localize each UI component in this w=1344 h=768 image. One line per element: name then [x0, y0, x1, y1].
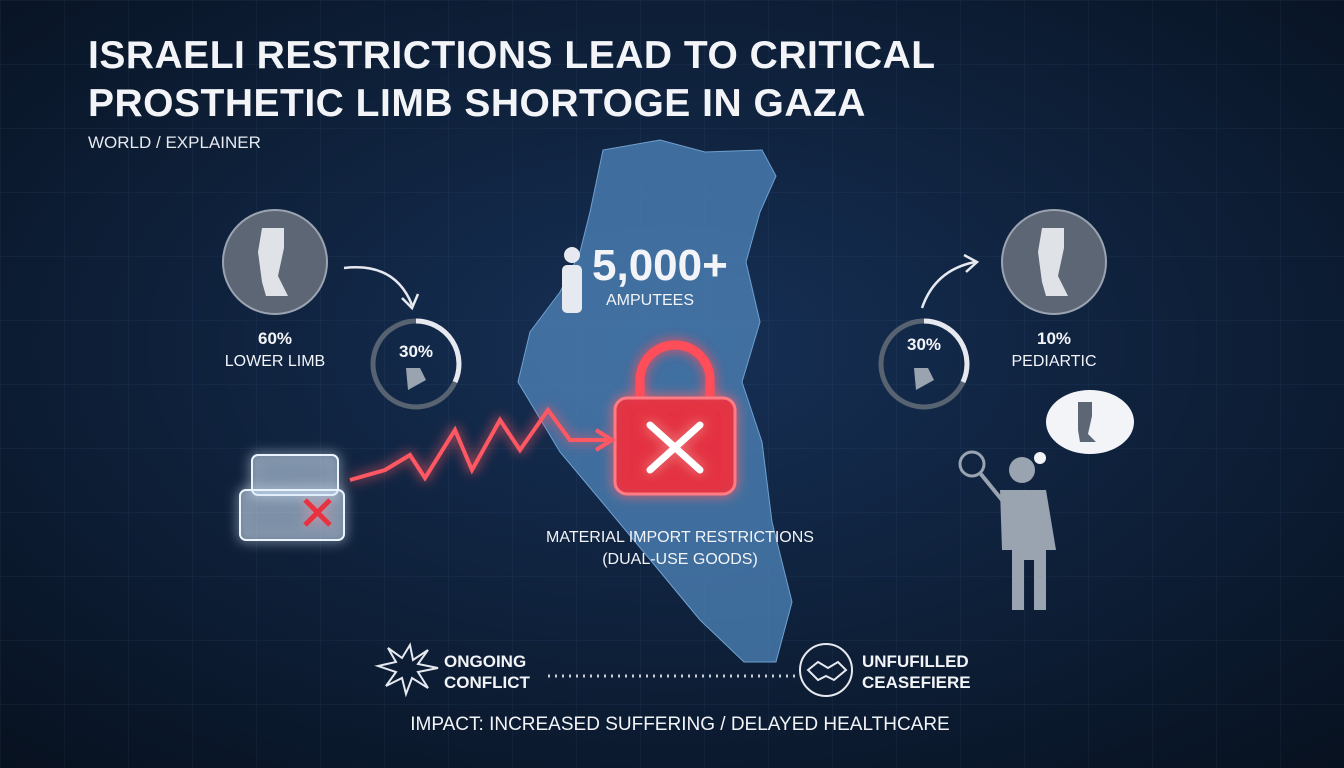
ring-label: 30%: [399, 342, 433, 361]
stat-label: LOWER LIMB: [225, 353, 325, 370]
ceasefire-label: CEASEFIERE: [862, 673, 971, 692]
handshake-icon-part: [806, 660, 848, 682]
doctor: [958, 450, 1056, 610]
restriction-label: (DUAL-USE GOODS): [602, 551, 758, 568]
arrow: [343, 266, 414, 306]
doctor-part: [978, 471, 1004, 502]
arrow: [920, 260, 976, 309]
impact-label: IMPACT: INCREASED SUFFERING / DELAYED HE…: [410, 714, 949, 735]
arrow-head: [401, 293, 420, 311]
doctor-part: [1009, 457, 1035, 483]
conflict-label: ONGOING: [444, 652, 526, 671]
ring-part: [406, 368, 426, 390]
stat-percent: 60%: [258, 329, 292, 348]
ring-part: [923, 318, 970, 384]
handshake-icon-part: [799, 643, 853, 697]
ring: [878, 318, 970, 410]
restriction-label: MATERIAL IMPORT RESTRICTIONS: [546, 529, 814, 546]
burst-icon: [374, 642, 439, 698]
thought-bubble-part: [1078, 402, 1096, 442]
lock-part: [646, 421, 704, 474]
medical-box-part: [239, 489, 345, 541]
title-line: ISRAELI RESTRICTIONS LEAD TO CRITICAL: [88, 34, 936, 77]
stat-label: PEDIARTIC: [1011, 353, 1096, 370]
thought-bubble-part: [1034, 452, 1046, 464]
lock-part: [635, 340, 715, 400]
leg-icon-part: [258, 228, 288, 296]
section-label: WORLD / EXPLAINER: [88, 133, 261, 152]
ceasefire-label: UNFUFILLED: [862, 652, 969, 671]
conflict-label: CONFLICT: [444, 673, 531, 692]
handshake-icon: [799, 643, 853, 697]
red-arrow-head: [594, 428, 616, 452]
arrow-head: [963, 253, 980, 273]
leg-icon: [1001, 209, 1107, 315]
medical-box-part: [303, 498, 332, 527]
leg-icon-part: [1038, 228, 1068, 296]
doctor-part: [958, 450, 986, 478]
person-icon-part: [564, 247, 580, 263]
leg-icon: [222, 209, 328, 315]
lock: [613, 340, 737, 496]
ring: [370, 318, 462, 410]
ring-part: [415, 318, 462, 384]
person-icon: [562, 247, 582, 313]
amputee-label: AMPUTEES: [606, 292, 694, 309]
burst-icon-part: [374, 642, 439, 698]
title-line: PROSTHETIC LIMB SHORTOGE IN GAZA: [88, 82, 866, 125]
person-icon-part: [562, 265, 582, 313]
ring-label: 30%: [907, 335, 941, 354]
stat-percent: 10%: [1037, 329, 1071, 348]
medical-box: [239, 454, 345, 541]
ring-part: [914, 368, 934, 390]
amputee-count: 5,000+: [592, 241, 728, 290]
red-line: [349, 406, 610, 482]
doctor-part: [1000, 490, 1056, 610]
